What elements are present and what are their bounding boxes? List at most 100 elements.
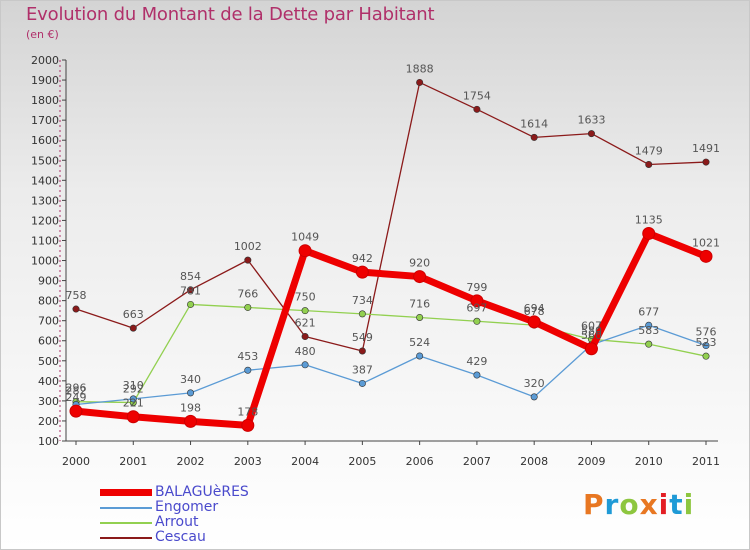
data-label: 799 — [466, 281, 487, 294]
data-label: 549 — [352, 331, 373, 344]
logo-letter: P — [583, 488, 605, 521]
cescau-line-segment — [418, 81, 478, 110]
data-point — [645, 160, 653, 168]
data-label: 296 — [66, 382, 87, 395]
data-label: 1754 — [463, 89, 491, 102]
data-label: 758 — [66, 289, 87, 302]
data-point — [241, 418, 255, 432]
data-label: 716 — [409, 297, 430, 310]
y-tick-label: 700 — [38, 315, 59, 328]
y-tick-label: 300 — [38, 395, 59, 408]
cescau-line-segment — [75, 308, 134, 329]
data-label: 560 — [581, 329, 602, 342]
balagueres-line-segment — [187, 417, 252, 429]
data-point — [69, 404, 83, 418]
legend-label: Arrout — [155, 514, 199, 530]
legend-label: BALAGUèRES — [155, 484, 249, 500]
data-point — [187, 300, 195, 308]
data-label: 781 — [180, 284, 201, 297]
logo-letter: o — [619, 488, 640, 521]
logo-letter: x — [639, 488, 659, 521]
series-1 — [72, 321, 710, 409]
y-tick-label: 400 — [38, 375, 59, 388]
cescau-line-segment — [648, 161, 707, 166]
data-label: 576 — [696, 326, 717, 339]
data-label: 453 — [237, 350, 258, 363]
x-tick-label: 2000 — [62, 455, 90, 468]
data-point — [72, 305, 80, 313]
balagueres-line-segment — [301, 247, 366, 276]
data-point — [301, 333, 309, 341]
data-label: 387 — [352, 363, 373, 376]
arrout-line-segment — [476, 320, 535, 326]
chart-title: Evolution du Montant de la Dette par Hab… — [26, 4, 435, 25]
data-label: 178 — [237, 405, 258, 418]
data-label: 583 — [638, 324, 659, 337]
data-label: 607 — [581, 319, 602, 332]
engomer-line-segment — [648, 324, 707, 347]
x-tick-label: 2002 — [177, 455, 205, 468]
cescau-line-segment — [132, 289, 192, 329]
balagueres-line-segment — [358, 268, 424, 281]
engomer-line-segment — [590, 324, 650, 346]
y-tick-label: 1500 — [31, 154, 59, 167]
balagueres-line-segment — [530, 318, 595, 353]
series-3 — [72, 78, 710, 355]
data-label: 292 — [123, 382, 144, 395]
data-point — [355, 265, 369, 279]
y-tick-label: 100 — [38, 435, 59, 448]
data-point — [413, 270, 427, 284]
x-tick-label: 2008 — [520, 455, 548, 468]
data-point — [126, 410, 140, 424]
engomer-line-segment — [132, 392, 192, 400]
data-label: 678 — [524, 305, 545, 318]
y-tick-label: 1800 — [31, 94, 59, 107]
data-label: 282 — [66, 385, 87, 398]
balagueres-line-segment — [72, 407, 137, 421]
balagueres-line-segment — [645, 229, 710, 260]
data-point — [473, 371, 481, 379]
data-point — [702, 352, 710, 360]
data-point — [358, 347, 366, 355]
data-point — [129, 395, 137, 403]
data-point — [244, 303, 252, 311]
data-label: 1021 — [692, 236, 720, 249]
arrout-line-segment — [304, 310, 364, 315]
balagueres-line-segment — [416, 273, 481, 305]
data-point — [244, 256, 252, 264]
data-label: 920 — [409, 257, 430, 270]
x-tick-label: 2003 — [234, 455, 262, 468]
proxiti-logo: Proxiti — [583, 488, 694, 521]
data-label: 663 — [123, 308, 144, 321]
data-point — [699, 249, 713, 263]
data-label: 1633 — [577, 114, 605, 127]
data-point — [530, 133, 538, 141]
data-label: 1614 — [520, 117, 548, 130]
data-label: 580 — [581, 325, 602, 338]
engomer-line-segment — [304, 364, 364, 385]
data-point — [645, 340, 653, 348]
data-label: 734 — [352, 294, 373, 307]
data-label: 854 — [180, 270, 201, 283]
data-point — [358, 379, 366, 387]
y-tick-label: 900 — [38, 275, 59, 288]
y-tick-label: 500 — [38, 355, 59, 368]
data-label: 429 — [466, 355, 487, 368]
data-label: 198 — [180, 401, 201, 414]
x-tick-label: 2006 — [406, 455, 434, 468]
data-label: 480 — [295, 345, 316, 358]
data-label: 1049 — [291, 231, 319, 244]
arrout-line-segment — [590, 338, 650, 345]
data-point — [244, 366, 252, 374]
y-tick-label: 800 — [38, 295, 59, 308]
data-label: 694 — [524, 302, 545, 315]
data-point — [416, 313, 424, 321]
arrout-line-segment — [247, 306, 306, 312]
data-point — [587, 130, 595, 138]
data-point — [702, 158, 710, 166]
engomer-line-segment — [476, 374, 535, 398]
data-label: 340 — [180, 373, 201, 386]
cescau-line-segment — [533, 132, 593, 139]
data-point — [187, 286, 195, 294]
engomer-line-segment — [247, 364, 306, 371]
